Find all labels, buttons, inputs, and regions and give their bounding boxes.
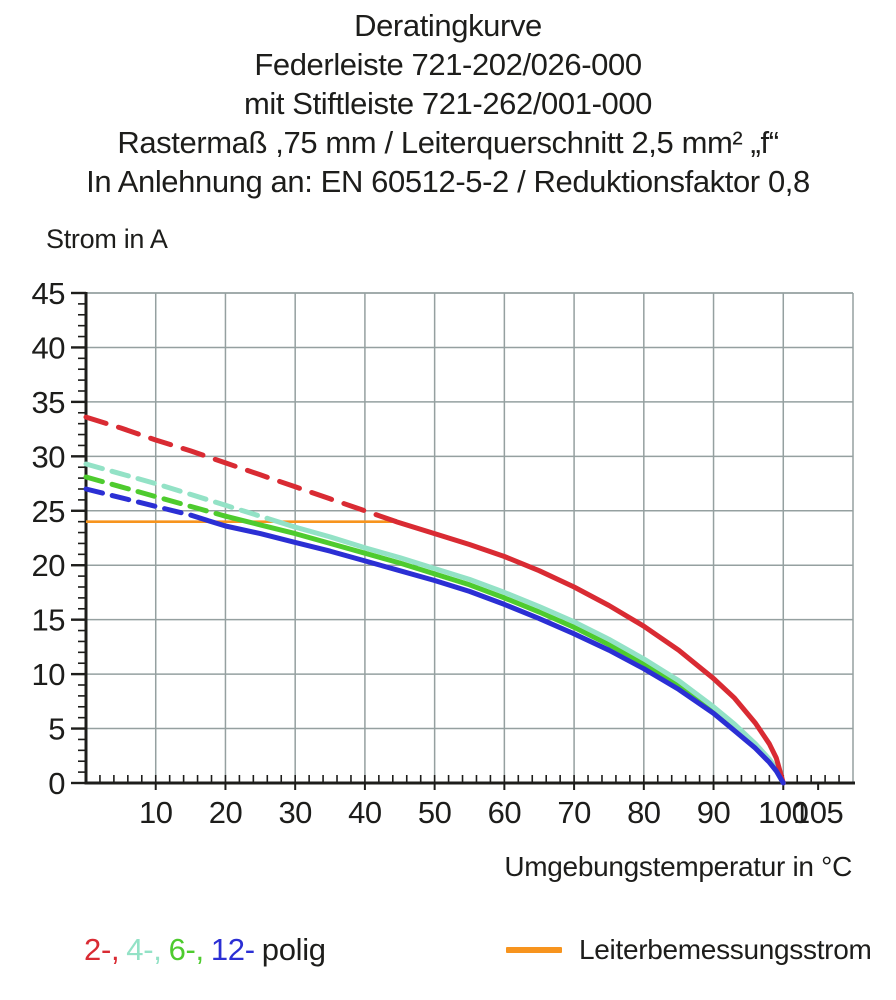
x-tick-label-10: 10 bbox=[139, 795, 173, 830]
y-tick-label-30: 30 bbox=[32, 439, 66, 474]
x-tick-label-30: 30 bbox=[278, 795, 312, 830]
rated-current-label: Leiterbemessungsstrom bbox=[579, 934, 872, 965]
rated-current-line-swatch bbox=[506, 947, 562, 953]
legend-poles-suffix: polig bbox=[261, 932, 326, 967]
x-tick-label-80: 80 bbox=[627, 795, 661, 830]
title-line-3: mit Stiftleiste 721-262/001-000 bbox=[243, 86, 653, 121]
curve-6-polig-dashed bbox=[83, 474, 228, 519]
x-tick-label-40: 40 bbox=[348, 795, 382, 830]
x-tick-label-100: 100 bbox=[758, 795, 808, 830]
y-tick-label-10: 10 bbox=[32, 657, 66, 692]
x-tick-label-60: 60 bbox=[488, 795, 522, 830]
title-line-4: Rastermaß ,75 mm / Leiterquerschnitt 2,5… bbox=[117, 125, 779, 160]
curve-12-polig-dashed bbox=[83, 486, 211, 524]
curve-12-polig bbox=[205, 518, 786, 786]
y-tick-label-20: 20 bbox=[32, 548, 66, 583]
legend-pole-4: 4-, bbox=[126, 932, 162, 967]
legend-pole-2: 2-, bbox=[84, 932, 120, 967]
y-tick-label-35: 35 bbox=[32, 385, 65, 420]
y-tick-label-15: 15 bbox=[32, 603, 65, 638]
y-axis-title: Strom in A bbox=[46, 224, 168, 254]
x-tick-label-105: 105 bbox=[793, 795, 843, 830]
legend-row: 2-, 4-, 6-, 12- polig Leiterbemessungsst… bbox=[0, 928, 896, 972]
chart-title-block: Deratingkurve Federleiste 721-202/026-00… bbox=[0, 6, 896, 201]
title-line-5: In Anlehnung an: EN 60512-5-2 / Reduktio… bbox=[86, 164, 810, 199]
curve-2-polig-dashed bbox=[83, 414, 399, 525]
legend-pole-12: 12- bbox=[210, 932, 255, 967]
x-tick-label-70: 70 bbox=[557, 795, 591, 830]
x-tick-label-20: 20 bbox=[209, 795, 243, 830]
legend-rated-current: Leiterbemessungsstrom bbox=[506, 928, 872, 972]
title-line-1: Deratingkurve bbox=[354, 8, 542, 43]
x-axis-title: Umgebungstemperatur in °C bbox=[504, 851, 852, 882]
y-tick-label-5: 5 bbox=[48, 712, 65, 747]
legend-poles: 2-, 4-, 6-, 12- polig bbox=[84, 928, 326, 972]
curve-2-polig bbox=[393, 519, 786, 786]
curve-4-polig bbox=[264, 515, 786, 786]
y-tick-label-45: 45 bbox=[32, 276, 65, 311]
y-tick-label-0: 0 bbox=[48, 766, 65, 801]
legend-pole-6: 6-, bbox=[168, 932, 205, 967]
x-tick-label-50: 50 bbox=[418, 795, 452, 830]
y-tick-label-25: 25 bbox=[32, 494, 65, 529]
x-tick-label-90: 90 bbox=[697, 795, 731, 830]
title-line-2: Federleiste 721-202/026-000 bbox=[254, 47, 642, 82]
y-tick-label-40: 40 bbox=[32, 330, 66, 365]
curve-4-polig-dashed bbox=[83, 461, 270, 521]
